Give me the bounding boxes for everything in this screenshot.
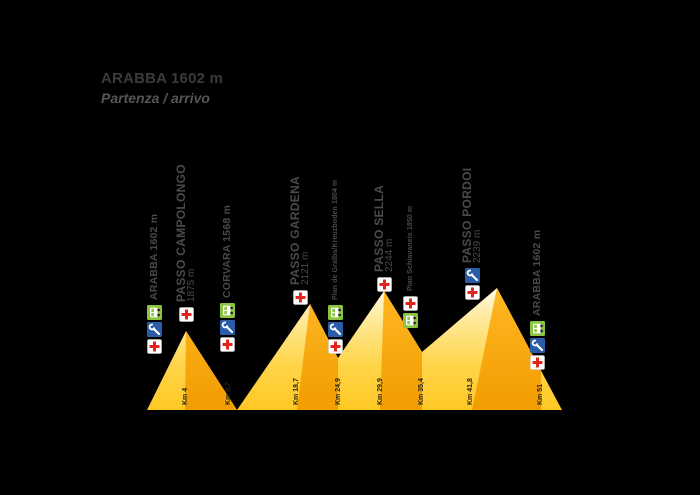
medical-cross-icon — [293, 290, 308, 305]
waypoint-text: ARABBA 1602 m — [531, 229, 544, 316]
wrench-icon — [328, 322, 343, 337]
medical-cross-icon — [328, 339, 343, 354]
km-marker: Km 51 — [537, 383, 544, 405]
waypoint-name: CORVARA 1568 m — [221, 204, 234, 298]
waypoint-text: Plan de Gralba/Kreuzboden 1804 m — [332, 180, 339, 300]
waypoint-elevation: 2121 m — [300, 251, 312, 285]
bus-icon — [530, 321, 545, 336]
descent-face-4 — [472, 288, 541, 410]
km-marker: Km 41,8 — [467, 378, 474, 405]
bus-icon — [147, 305, 162, 320]
waypoint-text: PASSO GARDENA 2121 m — [288, 176, 312, 285]
start-point-title: ARABBA 1602 m — [101, 70, 224, 87]
waypoint-elevation: 1875 m — [186, 268, 198, 302]
bus-icon — [220, 303, 235, 318]
start-finish-subtitle: Partenza / arrivo — [101, 90, 210, 106]
waypoint-name: ARABBA 1602 m — [148, 213, 161, 300]
waypoint-name: Pian Schiavaneis 1850 m — [406, 205, 414, 291]
medical-cross-icon — [465, 285, 480, 300]
km-marker: Km 35,4 — [418, 378, 425, 405]
waypoint-name: ARABBA 1602 m — [531, 229, 544, 316]
km-marker: Km 24,9 — [335, 378, 342, 405]
waypoint-elevation: 2239 m — [472, 229, 484, 263]
wrench-icon — [530, 338, 545, 353]
wrench-icon — [147, 322, 162, 337]
medical-cross-icon — [530, 355, 545, 370]
waypoint-label-passo-pordoi: PASSO PORDOI 2239 m — [460, 168, 484, 300]
waypoint-text: PASSO CAMPOLONGO 1875 m — [174, 164, 198, 302]
waypoint-label-passo-campolongo: PASSO CAMPOLONGO 1875 m — [174, 164, 198, 322]
waypoint-label-pian-schiavaneis: Pian Schiavaneis 1850 m — [403, 206, 418, 328]
waypoint-text: PASSO SELLA 2244 m — [372, 185, 396, 272]
descent-face-3 — [380, 291, 422, 410]
mountain-silhouette — [147, 288, 562, 410]
waypoint-elevation: 2244 m — [384, 238, 396, 272]
waypoint-label-arabba-finish: ARABBA 1602 m — [530, 230, 545, 370]
km-marker: Km 18,7 — [293, 378, 300, 405]
waypoint-label-passo-gardena: PASSO GARDENA 2121 m — [288, 176, 312, 305]
waypoint-label-arabba-start: ARABBA 1602 m — [147, 214, 162, 354]
bus-icon — [403, 313, 418, 328]
medical-cross-icon — [377, 277, 392, 292]
medical-cross-icon — [403, 296, 418, 311]
km-marker: Km 9,7 — [225, 382, 232, 405]
waypoint-label-plan-de-gralba: Plan de Gralba/Kreuzboden 1804 m — [328, 180, 343, 354]
waypoint-text: PASSO PORDOI 2239 m — [460, 168, 484, 263]
km-marker: Km 29,9 — [377, 378, 384, 405]
wrench-icon — [465, 268, 481, 283]
km-marker: Km 4 — [182, 387, 189, 405]
medical-cross-icon — [220, 337, 235, 352]
waypoint-text: ARABBA 1602 m — [148, 213, 161, 300]
medical-cross-icon — [179, 307, 194, 322]
medical-cross-icon — [147, 339, 162, 354]
waypoint-label-passo-sella: PASSO SELLA 2244 m — [372, 185, 396, 292]
descent-face-2 — [297, 304, 338, 410]
wrench-icon — [220, 320, 235, 335]
waypoint-text: Pian Schiavaneis 1850 m — [407, 206, 414, 291]
descent-face-1 — [185, 331, 237, 410]
waypoint-label-corvara: CORVARA 1568 m — [220, 205, 235, 352]
waypoint-name: Plan de Gralba/Kreuzboden 1804 m — [331, 179, 339, 300]
bus-icon — [328, 305, 343, 320]
waypoint-text: CORVARA 1568 m — [221, 204, 234, 298]
